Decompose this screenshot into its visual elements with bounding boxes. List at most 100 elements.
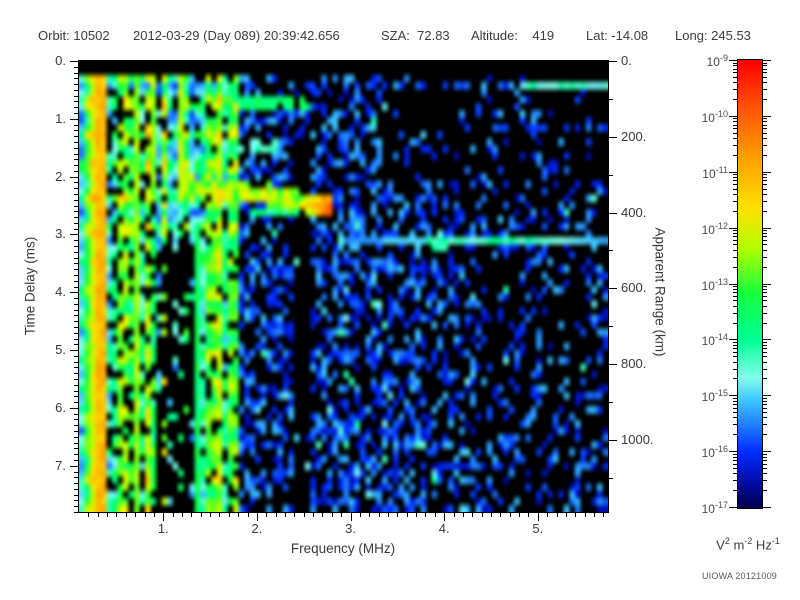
x-axis-minor-tick (154, 513, 155, 517)
colorbar-minor-tick-right (763, 286, 767, 287)
colorbar-major-tick-left (729, 228, 737, 229)
colorbar-major-tick-right (763, 339, 771, 340)
x-axis-minor-tick (585, 513, 586, 517)
colorbar-minor-tick-right (763, 138, 767, 139)
header-sza: SZA: 72.83 (381, 28, 450, 43)
colorbar-minor-tick-right (763, 401, 767, 402)
colorbar-minor-tick-right (763, 121, 767, 122)
colorbar-minor-tick-right (763, 292, 767, 293)
x-axis-minor-tick (304, 513, 305, 517)
colorbar-units: V2 m-2 Hz-1 (696, 536, 800, 552)
right-axis-minor-tick (609, 175, 613, 176)
colorbar-major-tick-left (729, 284, 737, 285)
y-axis-tick-label: 4. (55, 284, 66, 300)
right-axis-major-tick (609, 137, 617, 138)
x-axis-minor-tick (182, 513, 183, 517)
colorbar-major-tick-left (729, 339, 737, 340)
x-axis-major-tick (351, 513, 352, 521)
colorbar-minor-tick-right (763, 369, 767, 370)
header-altitude: Altitude: 419 (471, 28, 555, 43)
colorbar-minor-tick-right (763, 240, 767, 241)
y-axis-tick-label: 6. (55, 399, 66, 415)
x-axis-minor-tick (145, 513, 146, 517)
x-axis-minor-tick (360, 513, 361, 517)
x-axis-minor-tick (388, 513, 389, 517)
x-axis-minor-tick (603, 513, 604, 517)
colorbar-minor-tick-right (763, 69, 767, 70)
x-axis-minor-tick (285, 513, 286, 517)
x-axis-minor-tick (472, 513, 473, 517)
x-axis-major-tick (257, 513, 258, 521)
colorbar-tick-label: 10-13 (701, 277, 728, 293)
y-axis-major-tick (70, 466, 78, 467)
header-lat: Lat: -14.08 (586, 28, 649, 43)
colorbar-minor-tick-right (763, 490, 767, 491)
x-axis-minor-tick (322, 513, 323, 517)
right-axis-minor-tick (609, 99, 613, 100)
colorbar-minor-tick-right (763, 145, 767, 146)
colorbar-minor-tick-right (763, 306, 767, 307)
right-axis-tick-label: 200. (621, 128, 647, 144)
colorbar-unit-part: V (716, 537, 725, 553)
right-axis-major-tick (609, 213, 617, 214)
right-axis-tick-label: 1000. (621, 431, 654, 447)
y-axis-tick-label: 1. (55, 110, 66, 126)
colorbar-tick-label: 10-12 (701, 221, 728, 237)
colorbar-minor-tick-right (763, 457, 767, 458)
colorbar-minor-tick-right (763, 244, 767, 245)
x-axis-minor-tick (407, 513, 408, 517)
colorbar-minor-tick-right (763, 267, 767, 268)
x-axis-minor-tick (491, 513, 492, 517)
colorbar-major-tick-left (729, 395, 737, 396)
colorbar-minor-tick-right (763, 89, 767, 90)
y-axis-tick-label: 2. (55, 168, 66, 184)
y-axis-major-tick (70, 408, 78, 409)
colorbar-unit-part: m (729, 537, 745, 553)
colorbar-major-tick-right (763, 228, 771, 229)
colorbar-minor-tick-right (763, 313, 767, 314)
x-axis-tick-label: 3. (345, 521, 356, 536)
colorbar-minor-tick-right (763, 356, 767, 357)
colorbar-minor-tick-right (763, 230, 767, 231)
colorbar-minor-tick-right (763, 434, 767, 435)
colorbar-unit-part: 2 (724, 536, 730, 546)
x-axis-minor-tick (519, 513, 520, 517)
x-axis-major-tick (444, 513, 445, 521)
colorbar-tick-label: 10-16 (701, 444, 728, 460)
x-axis-minor-tick (397, 513, 398, 517)
credit-text: UIOWA 20121009 (701, 571, 777, 581)
x-axis-minor-tick (463, 513, 464, 517)
colorbar-minor-tick-right (763, 177, 767, 178)
x-axis-minor-tick (416, 513, 417, 517)
colorbar-minor-tick-right (763, 194, 767, 195)
colorbar-major-tick-right (763, 451, 771, 452)
colorbar-minor-tick-right (763, 133, 767, 134)
x-axis-minor-tick (435, 513, 436, 517)
y-axis-title-left: Time Delay (ms) (22, 236, 38, 336)
x-axis-minor-tick (107, 513, 108, 517)
colorbar-minor-tick-right (763, 63, 767, 64)
colorbar-gradient (738, 60, 762, 508)
right-axis-tick-label: 800. (621, 356, 647, 372)
x-axis-minor-tick (219, 513, 220, 517)
x-axis-major-tick (163, 513, 164, 521)
colorbar-minor-tick-right (763, 201, 767, 202)
colorbar-major-tick-left (729, 451, 737, 452)
colorbar-minor-tick-right (763, 323, 767, 324)
colorbar-minor-tick-right (763, 408, 767, 409)
colorbar-minor-tick-right (763, 77, 767, 78)
colorbar-major-tick-right (763, 284, 771, 285)
colorbar-minor-tick-right (763, 342, 767, 343)
x-axis-minor-tick (173, 513, 174, 517)
colorbar-minor-tick-right (763, 236, 767, 237)
colorbar-minor-tick-right (763, 189, 767, 190)
x-axis-minor-tick (238, 513, 239, 517)
x-axis-minor-tick (557, 513, 558, 517)
colorbar-tick-label: 10-10 (701, 109, 728, 125)
colorbar-minor-tick-right (763, 345, 767, 346)
right-axis-minor-tick (609, 250, 613, 251)
x-axis-minor-tick (276, 513, 277, 517)
colorbar-major-tick-left (729, 172, 737, 173)
colorbar-minor-tick-right (763, 424, 767, 425)
colorbar-minor-tick-right (763, 460, 767, 461)
